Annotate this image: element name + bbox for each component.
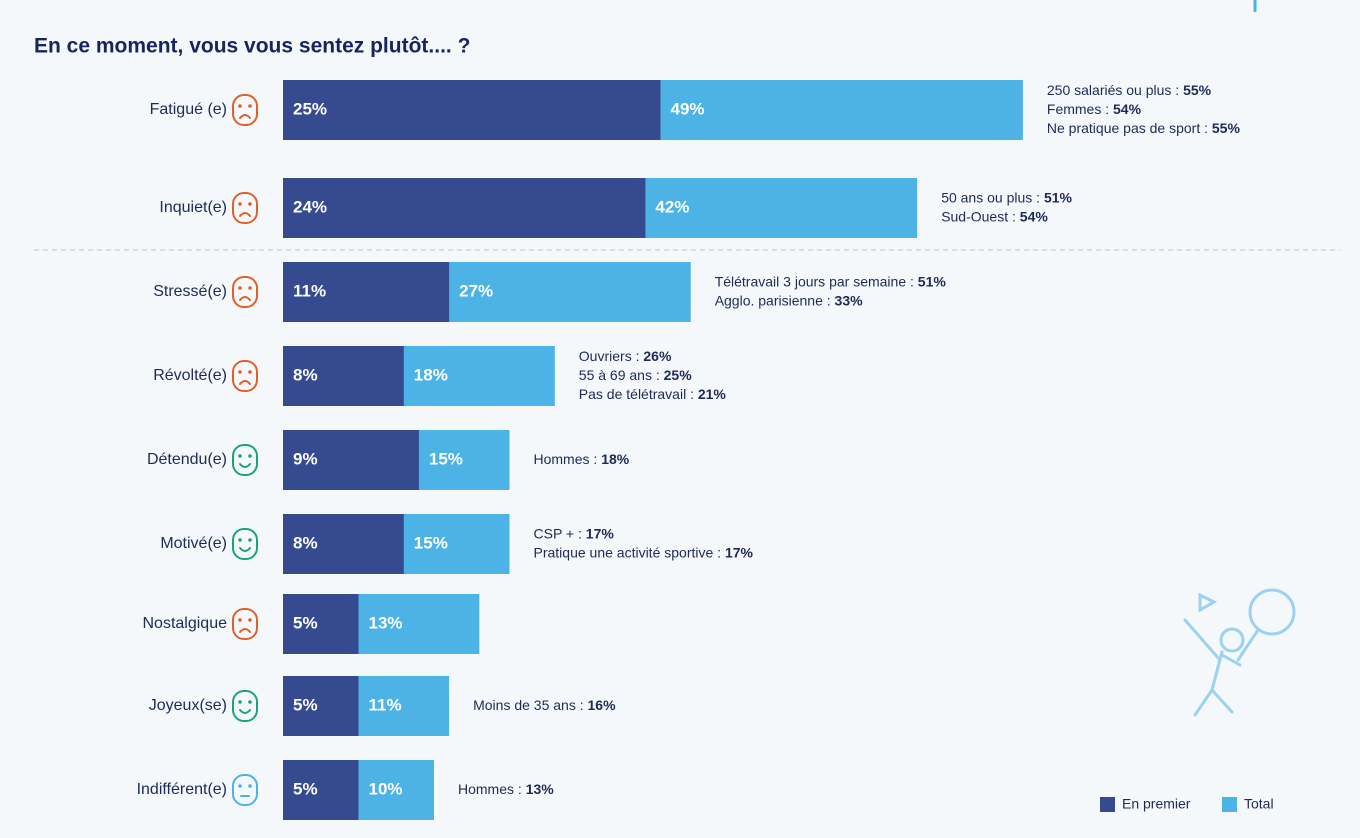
value-label: 15% xyxy=(414,533,448,552)
annotation-text: 55 à 69 ans : xyxy=(579,367,664,383)
mood-icon-eye xyxy=(238,370,242,374)
annotation-value: 21% xyxy=(698,386,727,402)
mood-icon-eye xyxy=(238,618,242,622)
annotation: 55 à 69 ans : 25% xyxy=(579,367,692,383)
annotation-text: Ouvriers : xyxy=(579,348,644,364)
value-label: 49% xyxy=(671,99,705,118)
value-label: 10% xyxy=(369,779,403,798)
category-label: Stressé(e) xyxy=(153,283,227,300)
annotation: Femmes : 54% xyxy=(1047,101,1142,117)
mood-icon-eye xyxy=(238,202,242,206)
annotation: Sud-Ouest : 54% xyxy=(941,208,1048,224)
annotation-value: 55% xyxy=(1183,82,1212,98)
annotation: Télétravail 3 jours par semaine : 51% xyxy=(715,273,947,289)
annotation: Moins de 35 ans : 16% xyxy=(473,697,616,713)
annotation-text: CSP + : xyxy=(534,525,586,541)
annotation: Pas de télétravail : 21% xyxy=(579,386,727,402)
value-label: 9% xyxy=(293,449,318,468)
annotation-text: Sud-Ouest : xyxy=(941,208,1020,224)
annotation: Agglo. parisienne : 33% xyxy=(715,292,863,308)
annotation-value: 51% xyxy=(918,273,947,289)
category-label: Nostalgique xyxy=(143,615,228,632)
value-label: 5% xyxy=(293,613,318,632)
annotation-text: Moins de 35 ans : xyxy=(473,697,587,713)
annotation: Ne pratique pas de sport : 55% xyxy=(1047,120,1241,136)
annotation-value: 26% xyxy=(643,348,672,364)
annotation: CSP + : 17% xyxy=(534,525,615,541)
mood-icon-eye xyxy=(248,286,252,290)
category-label: Détendu(e) xyxy=(147,451,227,468)
mood-icon-eye xyxy=(248,700,252,704)
legend-label: En premier xyxy=(1122,796,1191,812)
mood-icon-eye xyxy=(248,454,252,458)
annotation-text: Télétravail 3 jours par semaine : xyxy=(715,273,918,289)
annotation: 250 salariés ou plus : 55% xyxy=(1047,82,1212,98)
annotation-text: Hommes : xyxy=(458,781,526,797)
mood-icon-eye xyxy=(248,538,252,542)
annotation-text: 250 salariés ou plus : xyxy=(1047,82,1183,98)
annotation-value: 51% xyxy=(1044,189,1073,205)
mood-icon-eye xyxy=(238,784,242,788)
annotation-value: 54% xyxy=(1113,101,1142,117)
value-label: 25% xyxy=(293,99,327,118)
value-label: 8% xyxy=(293,365,318,384)
value-label: 5% xyxy=(293,695,318,714)
bar-first xyxy=(283,80,661,140)
legend-swatch xyxy=(1222,797,1237,812)
annotation-value: 16% xyxy=(588,697,617,713)
annotation: Pratique une activité sportive : 17% xyxy=(534,544,754,560)
category-label: Fatigué (e) xyxy=(150,101,227,118)
value-label: 13% xyxy=(369,613,403,632)
annotation: 50 ans ou plus : 51% xyxy=(941,189,1072,205)
annotation: Hommes : 18% xyxy=(534,451,630,467)
annotation-value: 55% xyxy=(1212,120,1241,136)
annotation-value: 17% xyxy=(725,544,754,560)
annotation-text: Pas de télétravail : xyxy=(579,386,698,402)
value-label: 8% xyxy=(293,533,318,552)
category-label: Révolté(e) xyxy=(153,367,227,384)
annotation-text: Femmes : xyxy=(1047,101,1113,117)
value-label: 42% xyxy=(655,197,689,216)
value-label: 11% xyxy=(293,281,326,300)
annotation: Ouvriers : 26% xyxy=(579,348,672,364)
annotation-value: 33% xyxy=(835,292,864,308)
legend-label: Total xyxy=(1244,796,1274,812)
mood-icon-eye xyxy=(248,618,252,622)
annotation-value: 13% xyxy=(526,781,555,797)
category-label: Indifférent(e) xyxy=(137,781,227,798)
category-label: Inquiet(e) xyxy=(159,199,227,216)
category-label: Motivé(e) xyxy=(160,535,227,552)
value-label: 15% xyxy=(429,449,463,468)
annotation-text: Ne pratique pas de sport : xyxy=(1047,120,1212,136)
annotation-text: Pratique une activité sportive : xyxy=(534,544,725,560)
mood-icon-eye xyxy=(248,370,252,374)
annotation-value: 54% xyxy=(1020,208,1049,224)
mood-icon-eye xyxy=(248,202,252,206)
chart: En ce moment, vous vous sentez plutôt...… xyxy=(0,0,1360,838)
value-label: 27% xyxy=(459,281,493,300)
annotation-text: Hommes : xyxy=(534,451,602,467)
mood-icon-eye xyxy=(238,700,242,704)
value-label: 11% xyxy=(369,695,402,714)
annotation: Hommes : 13% xyxy=(458,781,554,797)
value-label: 5% xyxy=(293,779,318,798)
annotation-value: 18% xyxy=(601,451,630,467)
category-label: Joyeux(se) xyxy=(149,697,227,714)
annotation-text: 50 ans ou plus : xyxy=(941,189,1044,205)
bar-first xyxy=(283,178,645,238)
legend-swatch xyxy=(1100,797,1115,812)
annotation-value: 25% xyxy=(664,367,693,383)
mood-icon-eye xyxy=(238,104,242,108)
mood-icon-eye xyxy=(238,286,242,290)
annotation-text: Agglo. parisienne : xyxy=(715,292,835,308)
mood-icon-eye xyxy=(248,104,252,108)
mood-icon-eye xyxy=(238,538,242,542)
value-label: 18% xyxy=(414,365,448,384)
mood-icon-eye xyxy=(248,784,252,788)
annotation-value: 17% xyxy=(586,525,615,541)
chart-title: En ce moment, vous vous sentez plutôt...… xyxy=(34,35,470,58)
value-label: 24% xyxy=(293,197,327,216)
mood-icon-eye xyxy=(238,454,242,458)
